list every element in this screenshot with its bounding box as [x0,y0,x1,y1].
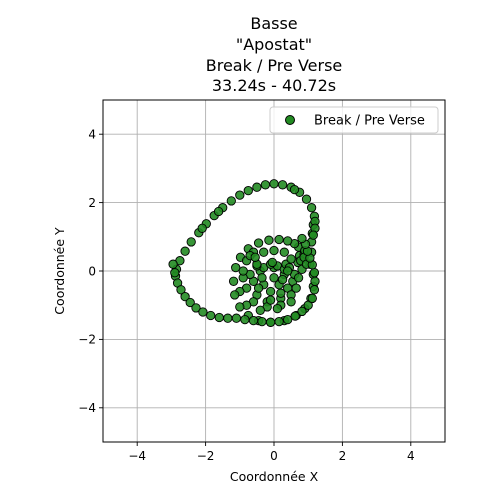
scatter-point [267,257,277,268]
x-tick-label: 4 [407,449,415,463]
data-points [168,179,320,327]
scatter-point [269,273,279,283]
scatter-point [226,196,236,206]
title-line-1: Basse [250,14,297,33]
scatter-point [198,307,208,317]
scatter-point [255,305,265,315]
x-axis-label: Coordonnée X [230,469,319,484]
scatter-point [286,254,296,264]
scatter-point [297,306,307,317]
scatter-point [253,238,264,248]
scatter-point [272,303,283,314]
scatter-point [185,297,195,308]
scatter-point [290,311,300,321]
scatter-point [283,236,293,246]
scatter-point [293,273,304,283]
scatter-point [307,293,317,304]
scatter-point [286,297,296,307]
scatter-point [291,283,301,293]
y-tick-label: 0 [88,264,96,278]
y-tick-label: −4 [78,401,96,415]
scatter-point [274,316,284,327]
scatter-point [309,285,320,295]
scatter-point [277,274,288,285]
scatter-point [252,182,262,192]
scatter-point [269,245,279,256]
scatter-point [213,206,224,217]
title-line-4: 33.24s - 40.72s [212,76,336,95]
scatter-point [277,180,288,190]
scatter-point [250,252,260,262]
scatter-point [276,288,286,298]
scatter-point [180,246,190,256]
scatter-point [197,223,207,233]
scatter-point [231,262,241,273]
x-tick-label: −4 [128,449,146,463]
y-tick-label: −2 [78,333,96,347]
y-tick-label: 2 [88,196,96,210]
scatter-point [301,194,312,204]
x-tick-label: 2 [339,449,347,463]
scatter-point [289,184,300,195]
scatter-point [248,315,259,326]
scatter-point [265,286,276,297]
scatter-point [260,180,271,190]
chart-title: Basse "Apostat" Break / Pre Verse 33.24s… [206,14,343,95]
scatter-point [230,290,240,300]
y-tick-label: 4 [88,128,96,142]
legend-box [269,106,439,134]
scatter-point [223,313,233,323]
title-line-3: Break / Pre Verse [206,56,343,75]
x-tick-label: −2 [197,449,215,463]
scatter-point [259,247,269,257]
scatter-point [283,266,293,276]
legend: Break / Pre Verse [269,106,439,134]
title-line-2: "Apostat" [236,35,312,54]
scatter-point [243,185,253,196]
scatter-point [206,310,216,321]
scatter-point [238,266,248,276]
scatter-point [306,203,317,213]
axis-ticks: −4 −2 0 2 4 −4 −2 0 2 4 [78,128,414,464]
scatter-point [269,179,279,189]
legend-label: Break / Pre Verse [314,114,425,129]
scatter-point [176,285,186,295]
scatter-point [228,276,239,286]
scatter-point [257,316,267,327]
scatter-point [180,291,190,302]
legend-marker [285,115,295,125]
scatter-point [235,190,245,200]
scatter-point [214,312,224,323]
scatter-point [310,276,320,286]
scatter-point [274,234,284,245]
x-tick-label: 0 [270,449,278,463]
scatter-point [309,268,320,278]
scatter-point [303,300,313,310]
scatter-point [191,303,201,313]
scatter-point [264,235,274,245]
scatter-point [265,317,276,327]
scatter-point [231,313,242,323]
scatter-point [235,302,245,312]
grid-lines [103,100,445,442]
scatter-point [283,314,293,325]
scatter-point [168,259,178,269]
scatter-point [257,273,267,283]
scatter-point [253,283,264,293]
y-axis-label: Coordonnée Y [52,227,67,315]
scatter-point [308,230,318,240]
scatter-point [297,233,307,244]
scatter-point [170,268,180,278]
scatter-point [240,314,250,325]
scatter-point [186,237,196,247]
scatter-point [279,247,289,257]
scatter-point [265,295,276,305]
